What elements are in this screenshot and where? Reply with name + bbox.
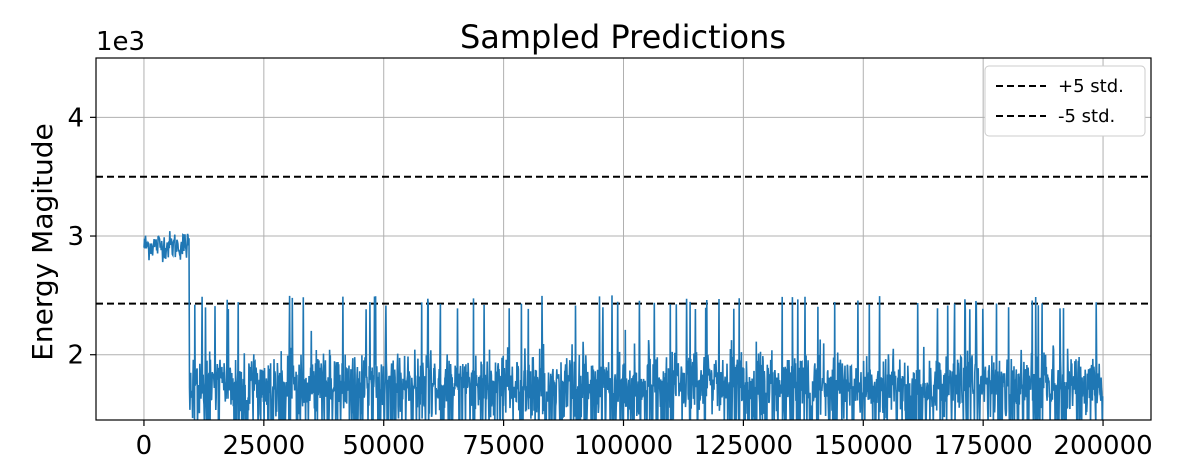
- y-tick-label: 4: [67, 103, 84, 133]
- x-tick-label: 50000: [342, 431, 425, 460]
- x-tick-label: 200000: [1053, 431, 1152, 460]
- y-tick-label: 2: [67, 341, 84, 371]
- series-layer: [143, 231, 1104, 420]
- x-tick-label: 150000: [814, 431, 913, 460]
- legend-label-plus5: +5 std.: [1058, 76, 1124, 97]
- y-tick-label: 3: [67, 222, 84, 252]
- legend: +5 std. -5 std.: [984, 65, 1146, 137]
- x-tick-label: 100000: [574, 431, 673, 460]
- chart-title: Sampled Predictions: [460, 18, 786, 56]
- x-tick-label: 75000: [462, 431, 545, 460]
- x-tick-label: 0: [136, 431, 153, 460]
- x-tick-layer: 0 25000 50000 75000 100000 125000 150000 175000…: [136, 420, 1153, 460]
- y-offset-text: 1e3: [96, 27, 145, 57]
- x-tick-label: 25000: [222, 431, 305, 460]
- x-tick-label: 125000: [694, 431, 793, 460]
- x-tick-label: 175000: [934, 431, 1033, 460]
- legend-label-minus5: -5 std.: [1058, 106, 1115, 127]
- y-tick-layer: 2 3 4: [67, 103, 96, 371]
- y-axis-label: Energy Magitude: [26, 123, 59, 361]
- series-line-0: [143, 231, 1104, 420]
- legend-box: [984, 65, 1146, 137]
